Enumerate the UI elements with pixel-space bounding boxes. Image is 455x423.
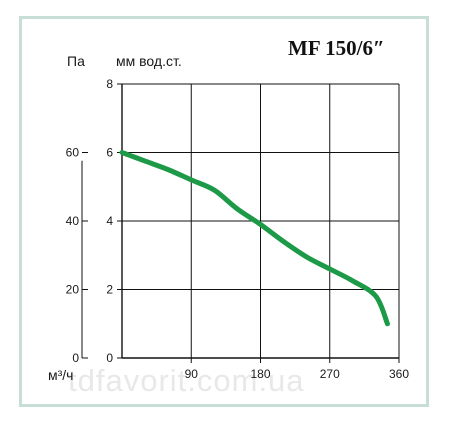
y-axis-label-pa: Па	[67, 53, 85, 69]
chart-title: MF 150/6″	[288, 36, 385, 60]
y-tick-label: 6	[106, 146, 113, 160]
tick-layer: 0 2 4 6 8 0 20 40 60 90 180 270 360	[66, 77, 410, 381]
chart-frame: tdfavorit.com.ua 0 2 4 6 8 0 20 40 60 90 180 270 360…	[19, 16, 429, 407]
series-line	[119, 150, 390, 327]
y-tick-label: 4	[106, 214, 113, 228]
y-tick-label: 2	[106, 283, 113, 297]
y-tick-label: 8	[106, 77, 113, 91]
watermark-text: tdfavorit.com.ua	[68, 363, 305, 398]
x-tick-label: 360	[389, 367, 409, 381]
pa-tick-label: 60	[66, 146, 80, 160]
x-tick-label: 180	[250, 367, 270, 381]
chart-svg: tdfavorit.com.ua 0 2 4 6 8 0 20 40 60 90 180 270 360…	[48, 36, 410, 398]
y-tick-label: 0	[106, 351, 113, 365]
x-axis-label: м³/ч	[48, 367, 73, 383]
y-axis-label-mm: мм вод.ст.	[116, 53, 182, 69]
series-layer	[119, 150, 390, 327]
pa-tick-label: 20	[66, 283, 80, 297]
x-tick-label: 90	[185, 367, 199, 381]
watermark-layer: tdfavorit.com.ua	[68, 363, 305, 398]
pa-tick-label: 40	[66, 214, 80, 228]
x-tick-label: 270	[320, 367, 340, 381]
grid-layer	[122, 83, 400, 359]
pa-tick-label: 0	[72, 351, 79, 365]
